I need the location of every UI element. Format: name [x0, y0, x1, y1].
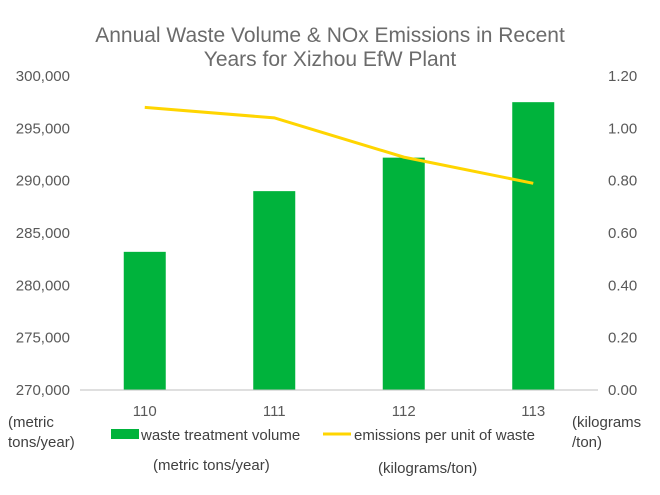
- right-tick-label: 0.20: [608, 330, 637, 347]
- x-tick-label: 111: [263, 403, 286, 420]
- left-tick-label: 285,000: [16, 225, 70, 242]
- left-tick-label: 290,000: [16, 173, 70, 190]
- legend-bar-unit-note: (metric tons/year): [153, 457, 270, 474]
- left-axis-ticks: 270,000 275,000 280,000 285,000 290,000 295,0…: [16, 68, 70, 399]
- right-axis-ticks: 0.00 0.20 0.40 0.60 0.80 1.00 1.20: [608, 68, 637, 399]
- right-tick-label: 1.20: [608, 68, 637, 85]
- legend-bar-swatch: [111, 429, 139, 439]
- right-unit-label-line-1: (kilograms: [572, 414, 641, 431]
- x-axis-ticks: 110 111 112 113: [133, 403, 545, 420]
- left-tick-label: 295,000: [16, 120, 70, 137]
- left-tick-label: 280,000: [16, 277, 70, 294]
- emissions-line: [144, 105, 534, 185]
- x-tick-label: 110: [133, 403, 157, 420]
- left-unit-label-line-1: (metric: [8, 414, 54, 431]
- chart-title-line-2: Years for Xizhou EfW Plant: [204, 48, 457, 71]
- right-unit-label-line-2: /ton): [572, 434, 602, 451]
- bar-112: [382, 157, 425, 390]
- x-tick-label: 112: [392, 403, 416, 420]
- bar-110: [123, 251, 166, 390]
- bar-113: [512, 102, 555, 391]
- bar-111: [253, 191, 296, 390]
- right-tick-label: 0.00: [608, 382, 637, 399]
- left-tick-label: 275,000: [16, 330, 70, 347]
- right-tick-label: 0.60: [608, 225, 637, 242]
- chart-title-line-1: Annual Waste Volume & NOx Emissions in R…: [95, 24, 565, 47]
- legend-bar-label: waste treatment volume: [140, 427, 300, 444]
- bar-series: [123, 102, 555, 391]
- left-tick-label: 300,000: [16, 68, 70, 85]
- x-tick-label: 113: [521, 403, 545, 420]
- legend-line-unit-note: (kilograms/ton): [378, 460, 477, 477]
- right-tick-label: 0.40: [608, 277, 637, 294]
- legend-line-label: emissions per unit of waste: [354, 427, 535, 444]
- right-tick-label: 0.80: [608, 173, 637, 190]
- right-tick-label: 1.00: [608, 120, 637, 137]
- left-tick-label: 270,000: [16, 382, 70, 399]
- left-unit-label-line-2: tons/year): [8, 434, 75, 451]
